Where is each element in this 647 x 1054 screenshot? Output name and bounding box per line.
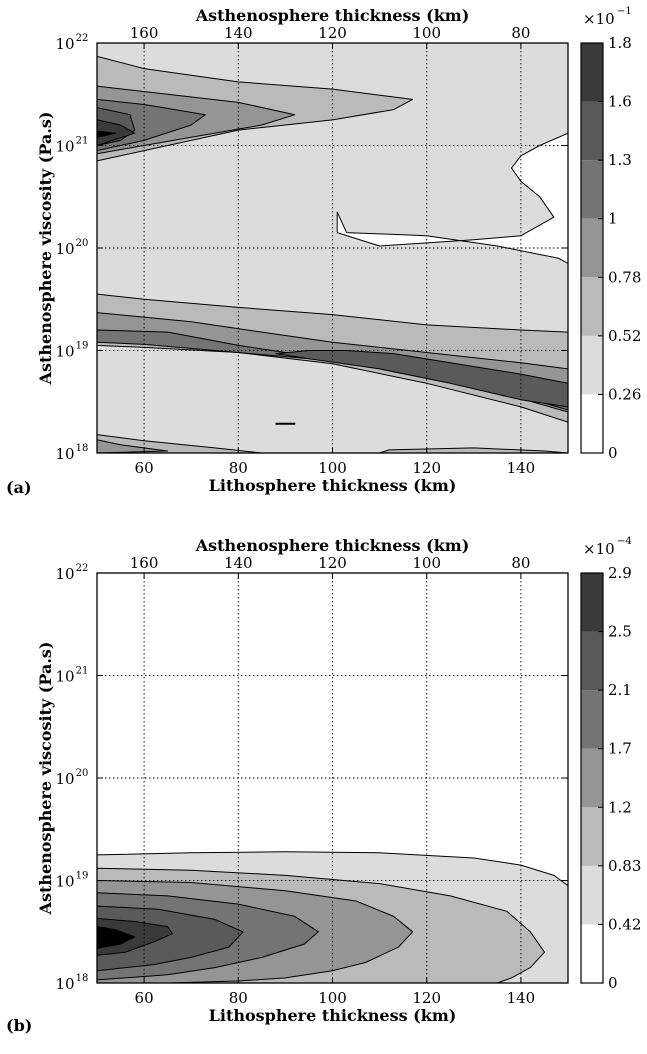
x-tick-label: 100	[318, 459, 347, 477]
x-tick-label: 100	[318, 989, 347, 1007]
colorbar-frame	[580, 572, 604, 984]
x2-tick-label: 140	[224, 554, 253, 572]
x2-tick-label: 120	[318, 24, 347, 42]
x-axis-label: Lithosphere thickness (km)	[209, 476, 457, 495]
x2-tick-label: 120	[318, 554, 347, 572]
colorbar-segment	[581, 160, 603, 219]
x2-axis-label: Asthenosphere thickness (km)	[195, 6, 470, 25]
contour-region-1	[336, 132, 568, 264]
x2-tick-label: 160	[130, 24, 159, 42]
y-tick-label: 10	[55, 445, 74, 463]
y-tick-label: 10	[55, 138, 74, 156]
y-tick-label: 10	[55, 668, 74, 686]
colorbar-segment	[581, 218, 603, 278]
figure-panel-b: 60 160 80 140 100 120 120 100 140 80 10 18 10 19 10 20 1…	[0, 530, 647, 1050]
colorbar-tick-label: 1.2	[608, 798, 632, 816]
y-tick-exponent: 18	[76, 443, 89, 454]
colorbar-tick-label: 2.1	[608, 681, 632, 699]
y-tick-label: 10	[55, 565, 74, 583]
y-tick-exponent: 20	[76, 238, 89, 249]
colorbar-tick-label: 0.78	[608, 268, 641, 286]
contour-region-6	[97, 119, 136, 146]
contour-region-14	[275, 422, 296, 425]
x-tick-label: 60	[135, 459, 154, 477]
x-tick-label: 80	[229, 989, 248, 1007]
colorbar-tick-label: 0.83	[608, 857, 641, 875]
panel-label-b: (b)	[6, 1016, 33, 1035]
y-tick-label: 10	[55, 240, 74, 258]
colorbar-tick-label: 0	[608, 974, 618, 992]
x2-tick-label: 80	[511, 24, 530, 42]
contour-region-11	[275, 350, 568, 408]
colorbar-tick-label: 2.5	[608, 623, 632, 641]
x-tick-label: 120	[412, 459, 441, 477]
colorbar-tick-label: 1.3	[608, 151, 632, 169]
x2-tick-label: 100	[412, 554, 441, 572]
colorbar-segment	[581, 335, 603, 395]
colorbar-segment	[581, 43, 603, 102]
colorbar-tick-label: 1	[608, 210, 618, 228]
colorbar-tick-label: 0.26	[608, 385, 641, 403]
colorbar-multiplier-exponent: −4	[617, 536, 632, 547]
y-tick-label: 10	[55, 975, 74, 993]
colorbar-tick-label: 0.42	[608, 915, 641, 933]
x-tick-label: 120	[412, 989, 441, 1007]
colorbar-tick-label: 1.6	[608, 93, 632, 111]
x2-tick-label: 100	[412, 24, 441, 42]
contour-region-13	[97, 439, 169, 453]
y-tick-exponent: 22	[76, 563, 89, 574]
colorbar-segment	[581, 690, 603, 749]
y-tick-exponent: 19	[76, 871, 89, 882]
y-tick-label: 10	[55, 35, 74, 53]
x-tick-label: 140	[507, 459, 536, 477]
figure-panel-a: 60 160 80 140 100 120 120 100 140 80 10 18 10 19 10 20 1…	[0, 0, 647, 520]
colorbar-segment	[581, 573, 603, 632]
colorbar-multiplier: ×10	[583, 540, 615, 558]
colorbar-multiplier-exponent: −1	[617, 6, 632, 17]
colorbar-tick-label: 0.52	[608, 327, 641, 345]
y-tick-exponent: 21	[76, 136, 89, 147]
colorbar-segment	[581, 631, 603, 691]
colorbar-tick-label: 2.9	[608, 564, 632, 582]
y-axis-label: Asthenosphere viscosity (Pa.s)	[36, 112, 55, 386]
colorbar-multiplier: ×10	[583, 10, 615, 28]
x-axis-label: Lithosphere thickness (km)	[209, 1006, 457, 1025]
colorbar-segment	[581, 865, 603, 925]
colorbar-segment	[581, 748, 603, 808]
x2-axis-label: Asthenosphere thickness (km)	[195, 536, 470, 555]
x-tick-label: 60	[135, 989, 154, 1007]
y-tick-exponent: 21	[76, 666, 89, 677]
x-tick-label: 140	[507, 989, 536, 1007]
y-tick-label: 10	[55, 770, 74, 788]
contour-region-7	[97, 130, 117, 138]
colorbar-frame	[580, 42, 604, 454]
y-tick-label: 10	[55, 343, 74, 361]
colorbar-segment	[581, 394, 603, 453]
x2-tick-label: 80	[511, 554, 530, 572]
colorbar-segment	[581, 101, 603, 161]
y-tick-exponent: 22	[76, 33, 89, 44]
colorbar-tick-label: 1.7	[608, 740, 632, 758]
colorbar-tick-label: 0	[608, 444, 618, 462]
y-tick-exponent: 18	[76, 973, 89, 984]
colorbar-segment	[581, 277, 603, 336]
y-tick-exponent: 19	[76, 341, 89, 352]
y-tick-label: 10	[55, 873, 74, 891]
y-axis-label: Asthenosphere viscosity (Pa.s)	[36, 642, 55, 916]
colorbar-tick-label: 1.8	[608, 34, 632, 52]
panel-label-a: (a)	[6, 478, 32, 497]
colorbar-segment	[581, 807, 603, 866]
contour-region-6	[97, 926, 136, 949]
x2-tick-label: 140	[224, 24, 253, 42]
colorbar-segment	[581, 924, 603, 983]
x2-tick-label: 160	[130, 554, 159, 572]
contour-region-10	[97, 329, 568, 411]
x-tick-label: 80	[229, 459, 248, 477]
y-tick-exponent: 20	[76, 768, 89, 779]
